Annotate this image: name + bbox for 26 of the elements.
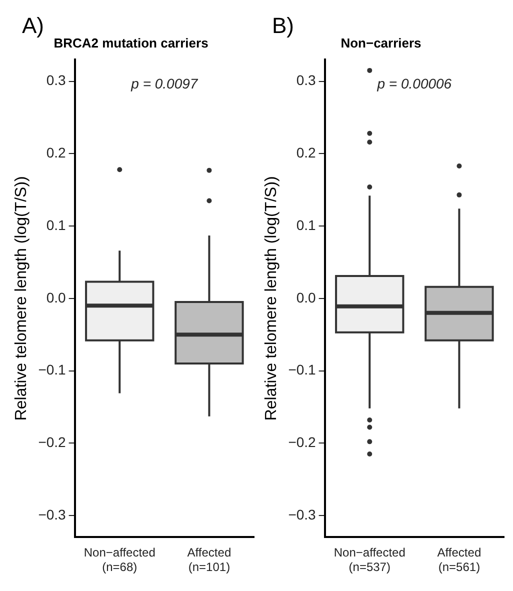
- y-tick-label: −0.2: [38, 434, 66, 450]
- y-tick-label: 0.0: [296, 289, 316, 306]
- y-tick-label: 0.1: [296, 216, 316, 233]
- chart-title: Non−carriers: [340, 35, 422, 50]
- text: A): [22, 13, 44, 38]
- y-tick-label: 0.0: [46, 289, 66, 306]
- annotation: p = 0.00006: [376, 75, 452, 92]
- y-tick-label: −0.3: [38, 506, 66, 522]
- y-tick-label: 0.1: [46, 216, 66, 233]
- y-tick-label: −0.1: [38, 362, 66, 378]
- annotation: p = 0.0097: [130, 75, 199, 92]
- y-tick-label: −0.1: [288, 362, 316, 378]
- x-tick-label: Affected (n=561): [437, 546, 482, 574]
- y-axis-title: Relative telomere length (log(T/S)): [263, 176, 280, 421]
- x-tick-label: Affected (n=101): [187, 546, 232, 574]
- y-axis-title: Relative telomere length (log(T/S)): [13, 176, 30, 421]
- x-tick-label: Non−affected (n=537): [334, 546, 406, 574]
- text: B): [272, 13, 294, 38]
- y-tick-label: 0.2: [46, 144, 66, 161]
- chart-title: BRCA2 mutation carriers: [54, 35, 208, 50]
- y-tick-label: 0.3: [296, 72, 316, 88]
- y-tick-label: −0.2: [288, 434, 316, 450]
- y-tick-label: −0.3: [288, 506, 316, 522]
- y-tick-label: 0.2: [296, 144, 316, 161]
- y-tick-label: 0.3: [46, 72, 66, 88]
- x-tick-label: Non−affected (n=68): [84, 546, 156, 574]
